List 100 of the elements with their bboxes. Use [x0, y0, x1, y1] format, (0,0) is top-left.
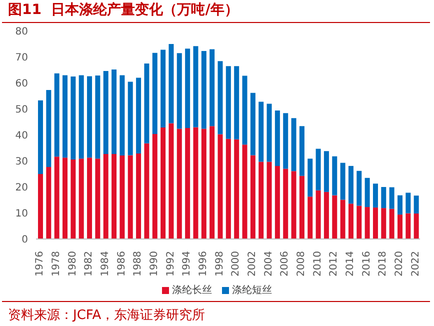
bar — [332, 156, 338, 196]
bar — [258, 162, 264, 239]
bar — [95, 158, 100, 239]
bar — [87, 76, 92, 158]
bar — [136, 153, 142, 239]
bar — [381, 208, 386, 239]
bar — [62, 158, 68, 239]
bar — [218, 134, 223, 239]
x-tick-label: 2004 — [263, 251, 274, 276]
bar — [274, 166, 280, 239]
bar — [70, 76, 76, 160]
x-tick-label: 1980 — [67, 251, 78, 276]
y-tick-label: 20 — [15, 182, 28, 194]
bar — [389, 187, 394, 209]
bar — [340, 162, 346, 200]
text: 资料来源：JCFA，东海证券研究所 — [2, 301, 430, 324]
bar — [120, 156, 125, 239]
bar — [299, 176, 304, 239]
y-tick-label: 0 — [22, 234, 28, 246]
bar — [160, 50, 166, 128]
y-tick-label: 10 — [15, 208, 28, 220]
bar — [406, 192, 411, 214]
bar — [128, 82, 133, 156]
bar — [266, 104, 272, 162]
bar — [95, 75, 100, 159]
bar — [308, 158, 313, 197]
y-tick-label: 80 — [15, 26, 28, 38]
bar — [250, 92, 256, 156]
x-tick-label: 2008 — [296, 251, 308, 276]
bar — [348, 204, 354, 239]
bar — [316, 190, 321, 239]
x-tick-label: 1996 — [198, 251, 209, 276]
bar — [193, 46, 198, 128]
bar — [324, 192, 329, 239]
bar — [234, 139, 240, 239]
bar — [283, 168, 288, 239]
bar — [274, 110, 280, 166]
x-tick-label: 2002 — [247, 251, 258, 276]
bar — [87, 158, 92, 239]
bar — [218, 61, 223, 134]
bar — [78, 158, 84, 239]
bar — [226, 138, 231, 239]
chart-title: 图11 日本涤纶产量变化（万吨/年） — [2, 0, 430, 23]
x-tick-label: 1982 — [84, 251, 95, 276]
x-tick-label: 2016 — [361, 251, 372, 276]
x-tick-label: 1998 — [214, 251, 226, 276]
x-tick-label: 1986 — [116, 251, 128, 276]
bar — [112, 154, 117, 239]
bar — [299, 126, 304, 176]
x-tick-label: 2020 — [394, 251, 406, 276]
bar — [356, 206, 362, 239]
x-tick-label: 1992 — [165, 251, 176, 276]
bar — [340, 200, 346, 239]
bar — [78, 75, 84, 159]
legend-label: 涤纶短丝 — [232, 284, 272, 297]
y-tick-label: 40 — [15, 130, 28, 142]
bar — [291, 118, 296, 172]
bar — [406, 213, 411, 239]
bar — [414, 214, 419, 239]
bar — [128, 155, 133, 239]
bar — [291, 171, 296, 239]
bar — [242, 76, 248, 145]
bar — [136, 78, 142, 154]
bar — [176, 128, 182, 239]
bar — [356, 170, 362, 206]
bar — [226, 66, 231, 139]
bar — [152, 134, 158, 239]
x-tick-label: 2010 — [312, 251, 324, 276]
y-tick-label: 50 — [15, 104, 28, 116]
bar — [144, 64, 150, 144]
bar — [54, 156, 60, 239]
bar — [103, 154, 108, 239]
bar — [193, 127, 198, 239]
y-tick-label: 30 — [15, 156, 28, 168]
bar — [397, 195, 402, 215]
bar — [324, 151, 329, 192]
bar — [112, 69, 117, 154]
bar — [258, 102, 264, 162]
bar — [185, 128, 190, 239]
legend-label: 涤纶长丝 — [172, 284, 212, 297]
bar — [152, 52, 158, 134]
bar — [397, 214, 402, 239]
bar — [210, 126, 215, 239]
bar — [316, 148, 321, 190]
bar — [201, 51, 206, 129]
bar — [168, 44, 174, 124]
bar — [389, 208, 394, 239]
bar — [381, 187, 386, 208]
bar — [372, 208, 378, 239]
bar — [234, 66, 240, 140]
x-tick-label: 2022 — [410, 251, 422, 276]
bar — [185, 48, 190, 128]
y-tick-label: 70 — [15, 52, 28, 64]
bar — [372, 184, 378, 208]
bar — [38, 174, 43, 239]
bar — [210, 49, 215, 126]
x-tick-label: 1990 — [148, 251, 160, 276]
bar — [242, 144, 248, 239]
x-tick-label: 1994 — [182, 251, 193, 276]
x-tick-label: 2000 — [230, 251, 242, 276]
